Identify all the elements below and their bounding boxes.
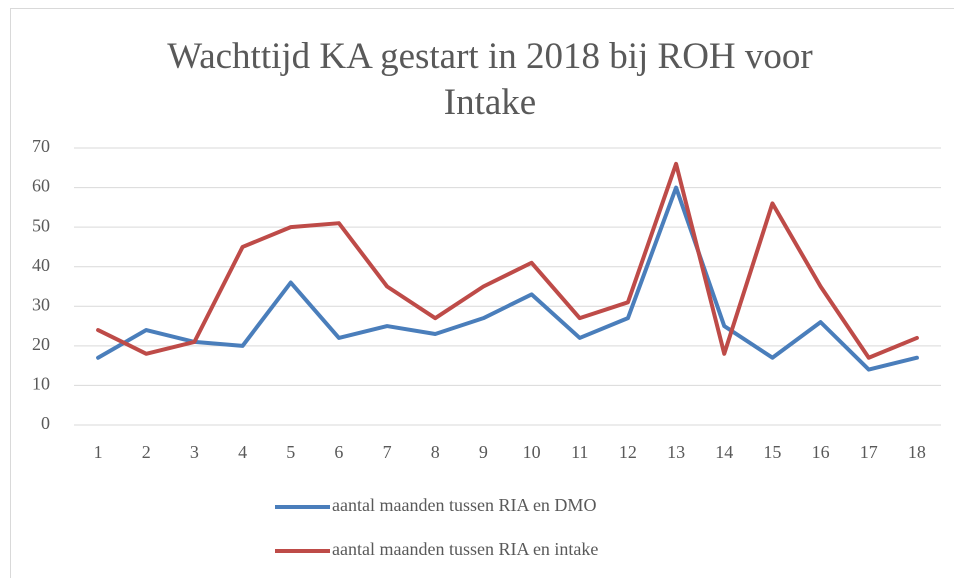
x-tick-label: 2 <box>142 442 151 462</box>
x-tick-label: 1 <box>94 442 103 462</box>
series-line <box>96 161 919 360</box>
legend-label: aantal maanden tussen RIA en DMO <box>332 495 596 515</box>
x-tick-label: 7 <box>383 442 392 462</box>
x-tick-label: 17 <box>860 442 878 462</box>
y-tick-label: 70 <box>32 136 50 156</box>
x-tick-label: 9 <box>479 442 488 462</box>
y-tick-label: 20 <box>32 334 50 354</box>
x-tick-label: 11 <box>571 442 588 462</box>
y-tick-label: 10 <box>32 374 50 394</box>
x-tick-label: 5 <box>286 442 295 462</box>
y-tick-label: 0 <box>41 413 50 433</box>
y-tick-label: 40 <box>32 255 50 275</box>
x-tick-label: 13 <box>667 442 685 462</box>
x-tick-label: 16 <box>812 442 830 462</box>
x-tick-label: 14 <box>715 442 733 462</box>
y-tick-label: 30 <box>32 294 50 314</box>
x-tick-label: 4 <box>238 442 247 462</box>
x-tick-label: 15 <box>763 442 781 462</box>
x-tick-label: 12 <box>619 442 637 462</box>
x-tick-label: 3 <box>190 442 199 462</box>
x-tick-label: 18 <box>908 442 926 462</box>
y-tick-label: 60 <box>32 176 50 196</box>
x-tick-label: 6 <box>334 442 343 462</box>
y-tick-label: 50 <box>32 215 50 235</box>
legend-label: aantal maanden tussen RIA en intake <box>332 539 598 559</box>
chart-border <box>10 8 954 578</box>
x-tick-label: 10 <box>523 442 541 462</box>
series-line <box>96 185 919 372</box>
x-tick-label: 8 <box>431 442 440 462</box>
chart-title: Wachttijd KA gestart in 2018 bij ROH voo… <box>167 36 813 123</box>
